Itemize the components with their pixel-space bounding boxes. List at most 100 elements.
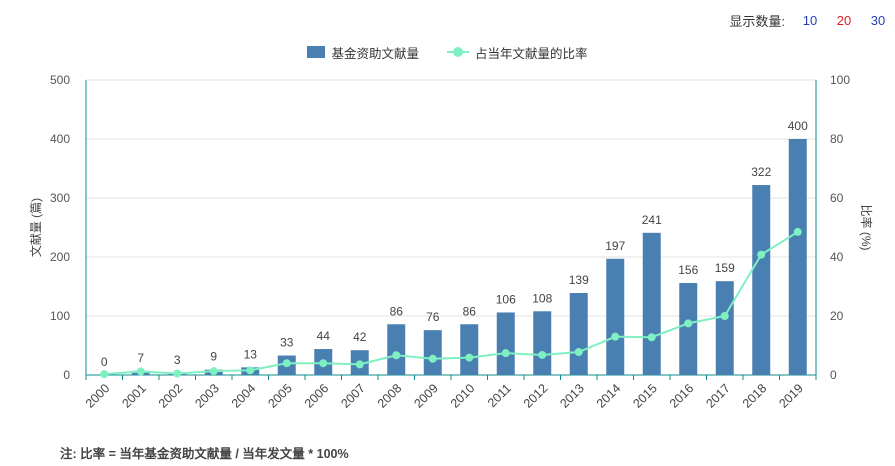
y-tick-label: 100 [50,309,70,323]
bar-data-label: 156 [678,263,698,277]
x-tick-label: 2019 [776,381,806,411]
x-tick-label: 2014 [594,381,624,411]
x-tick-label: 2008 [375,381,405,411]
bar-data-label: 76 [426,310,440,324]
x-tick-label: 2001 [119,381,149,411]
bar-data-label: 3 [174,353,181,367]
y2-tick-label: 20 [830,309,844,323]
ratio-point [538,350,547,359]
y-axis-title: 文献量 (篇) [28,198,43,257]
y2-tick-label: 60 [830,191,844,205]
bar-data-label: 9 [210,350,217,364]
y2-tick-label: 40 [830,250,844,264]
ratio-point [611,332,620,341]
ratio-point [173,369,182,378]
x-tick-label: 2011 [485,381,514,410]
bar-data-label: 400 [788,119,808,133]
bar [387,324,406,375]
legend-line-label: 占当年文献量的比率 [475,46,588,61]
bar [423,330,442,375]
bar [606,258,625,375]
bar [533,311,552,375]
bar-data-label: 86 [463,304,477,318]
ratio-point [465,353,474,362]
chart-footnote: 注: 比率 = 当年基金资助文献量 / 当年发文量 * 100% [60,447,349,461]
ratio-point [246,366,255,375]
y-tick-label: 0 [63,368,70,382]
y2-tick-label: 100 [830,73,850,87]
ratio-point [720,312,729,320]
x-tick-label: 2018 [740,381,770,411]
display-count-label: 显示数量: [729,13,785,29]
bar-data-label: 139 [569,273,589,287]
chart-legend: 基金资助文献量 占当年文献量的比率 [0,42,895,62]
ratio-point [209,367,218,376]
ratio-point [647,333,656,342]
bar-data-label: 322 [751,165,771,179]
bar-data-label: 0 [101,355,108,369]
x-tick-label: 2000 [83,381,113,411]
bar-data-label: 159 [715,261,735,275]
x-tick-label: 2010 [448,381,478,411]
ratio-point [574,347,583,356]
legend-line-swatch [447,46,469,58]
bar-data-label: 7 [137,351,144,365]
ratio-point [100,370,109,379]
display-count-option-20[interactable]: 20 [836,12,852,28]
display-count-selector: 显示数量: 10 20 30 [729,10,895,30]
y2-tick-label: 80 [830,132,844,146]
bar-data-label: 13 [244,347,258,361]
bar-data-label: 197 [605,239,625,253]
display-count-option-10[interactable]: 10 [802,12,818,28]
ratio-point [684,319,693,328]
legend-item-bar[interactable]: 基金资助文献量 [307,43,419,62]
ratio-point [428,354,437,363]
y-tick-label: 500 [50,73,70,87]
bar [569,292,588,375]
bar [496,312,515,375]
bar-data-label: 42 [353,330,367,344]
bar-data-label: 44 [317,329,331,343]
bar-data-label: 241 [642,213,662,227]
y2-axis-title: 比率 (%) [859,205,874,251]
ratio-point [282,359,291,368]
bar-data-label: 33 [280,336,294,350]
ratio-point [136,367,145,376]
y-tick-label: 400 [50,132,70,146]
bar [460,324,479,375]
ratio-point [793,227,802,236]
ratio-point [355,360,364,369]
y2-tick-label: 0 [830,368,837,382]
ratio-point [757,250,766,259]
x-tick-label: 2009 [411,381,441,411]
x-tick-label: 2002 [156,381,186,411]
x-tick-label: 2017 [703,381,733,411]
x-tick-label: 2013 [557,381,587,411]
x-tick-label: 2004 [229,381,259,411]
bar [788,139,807,375]
x-tick-label: 2015 [630,381,660,411]
y-tick-label: 200 [50,250,70,264]
x-tick-label: 2003 [192,381,222,411]
x-tick-label: 2005 [265,381,295,411]
x-tick-label: 2007 [338,381,368,411]
x-tick-label: 2006 [302,381,332,411]
bar-data-label: 106 [496,292,516,306]
legend-bar-swatch [307,46,326,58]
display-count-option-30[interactable]: 30 [870,12,886,28]
bar [679,282,698,375]
bar-data-label: 86 [390,304,404,318]
ratio-line [104,231,799,376]
x-tick-label: 2012 [521,381,551,411]
bar [715,281,734,375]
x-tick-label: 2016 [667,381,697,411]
legend-bar-label: 基金资助文献量 [331,46,419,61]
bar-data-label: 108 [532,291,552,305]
y-tick-label: 300 [50,191,70,205]
legend-item-line[interactable]: 占当年文献量的比率 [447,43,588,62]
ratio-point [392,351,401,360]
ratio-point [501,349,510,358]
bar [642,232,661,375]
ratio-point [319,359,328,368]
